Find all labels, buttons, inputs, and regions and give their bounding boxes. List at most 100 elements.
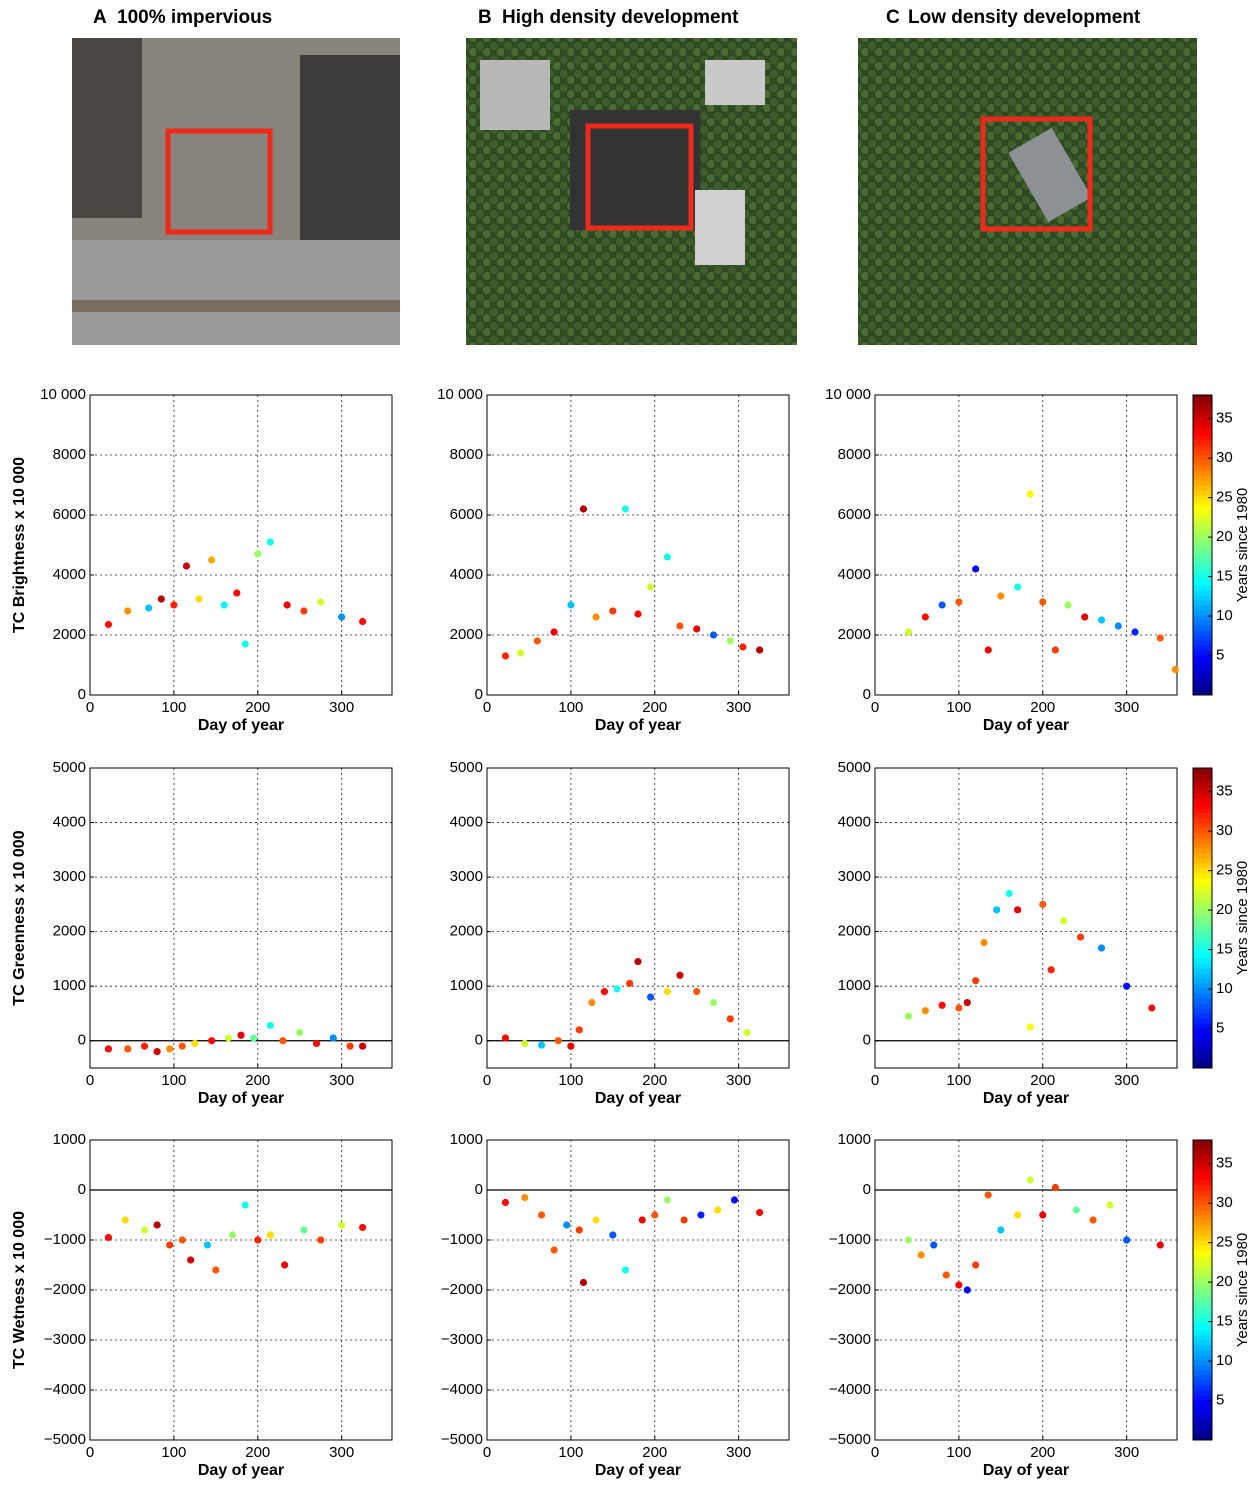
colorbar-segment bbox=[1193, 1390, 1212, 1396]
point bbox=[1039, 1211, 1047, 1219]
x-tick-label: 100 bbox=[946, 1072, 971, 1089]
colorbar-segment bbox=[1193, 490, 1212, 496]
point bbox=[550, 628, 558, 636]
colorbar-segment bbox=[1193, 580, 1212, 586]
plot-area bbox=[875, 395, 1177, 695]
point bbox=[537, 1041, 546, 1049]
y-tick-label: 4000 bbox=[53, 566, 86, 583]
y-tick-label: 5000 bbox=[838, 759, 871, 776]
point bbox=[317, 1236, 325, 1244]
colorbar-segment bbox=[1193, 620, 1212, 626]
plot-area bbox=[487, 768, 789, 1068]
colorbar-segment bbox=[1193, 600, 1212, 606]
y-tick-label: −2000 bbox=[829, 1281, 871, 1298]
point bbox=[984, 1191, 992, 1199]
point bbox=[1131, 628, 1139, 636]
point bbox=[104, 620, 113, 629]
colorbar-segment bbox=[1193, 535, 1212, 541]
x-tick-label: 0 bbox=[86, 1072, 94, 1089]
y-tick-label: −5000 bbox=[829, 1431, 871, 1448]
colorbar-tick-label: 25 bbox=[1216, 1234, 1233, 1251]
y-tick-label: 2000 bbox=[450, 626, 483, 643]
point bbox=[626, 979, 634, 988]
y-tick-label: 6000 bbox=[838, 506, 871, 523]
x-axis-label: Day of year bbox=[198, 1090, 284, 1107]
point bbox=[588, 998, 596, 1007]
point bbox=[680, 1216, 688, 1224]
colorbar-segment bbox=[1193, 908, 1212, 914]
point bbox=[955, 1004, 963, 1012]
colorbar-segment bbox=[1193, 808, 1212, 814]
point bbox=[938, 1001, 946, 1009]
y-tick-label: 0 bbox=[78, 686, 86, 703]
aerial-image bbox=[72, 38, 400, 345]
colorbar-segment bbox=[1193, 495, 1212, 501]
point bbox=[208, 1037, 216, 1045]
colorbar-tick-label: 20 bbox=[1216, 528, 1233, 545]
colorbar-segment bbox=[1193, 645, 1212, 651]
colorbar-segment bbox=[1193, 863, 1212, 869]
colorbar-segment bbox=[1193, 595, 1212, 601]
point bbox=[1114, 622, 1122, 630]
colorbar-segment bbox=[1193, 878, 1212, 884]
point bbox=[1026, 1176, 1034, 1184]
colorbar-segment bbox=[1193, 853, 1212, 859]
axes-frame bbox=[89, 767, 393, 1069]
colorbar-segment bbox=[1193, 1385, 1212, 1391]
point bbox=[921, 1007, 929, 1015]
colorbar-segment bbox=[1193, 1290, 1212, 1296]
colorbar-segment bbox=[1193, 913, 1212, 919]
axes-frame bbox=[486, 1139, 790, 1441]
colorbar-segment bbox=[1193, 510, 1212, 516]
point bbox=[195, 595, 203, 603]
colorbar-segment bbox=[1193, 655, 1212, 661]
y-axis-label: TC Wetness x 10 000 bbox=[11, 1211, 28, 1369]
colorbar-segment bbox=[1193, 1315, 1212, 1321]
colorbar-frame bbox=[1192, 767, 1213, 1069]
colorbar-segment bbox=[1193, 1023, 1212, 1029]
x-tick-label: 200 bbox=[245, 1444, 270, 1461]
colorbar-segment bbox=[1193, 430, 1212, 436]
colorbar-tick-label: 5 bbox=[1216, 646, 1224, 663]
colorbar-segment bbox=[1193, 445, 1212, 451]
y-tick-label: 2000 bbox=[838, 923, 871, 940]
colorbar-segment bbox=[1193, 1310, 1212, 1316]
point bbox=[359, 617, 367, 626]
point bbox=[646, 993, 655, 1001]
colorbar-segment bbox=[1193, 615, 1212, 621]
point bbox=[756, 646, 764, 654]
aerial-image bbox=[466, 38, 797, 345]
panel-label: B bbox=[478, 7, 492, 28]
colorbar-tick-label: 5 bbox=[1216, 1391, 1224, 1408]
x-axis-label: Day of year bbox=[983, 1462, 1069, 1479]
x-axis-label: Day of year bbox=[983, 717, 1069, 734]
point bbox=[1014, 906, 1022, 914]
colorbar-segment bbox=[1193, 998, 1212, 1004]
colorbar-segment bbox=[1193, 605, 1212, 611]
colorbar-segment bbox=[1193, 1415, 1212, 1421]
point bbox=[140, 1042, 149, 1050]
colorbar-segment bbox=[1193, 525, 1212, 531]
x-tick-label: 300 bbox=[1114, 1072, 1139, 1089]
point bbox=[1156, 1241, 1164, 1249]
point bbox=[279, 1037, 287, 1045]
colorbar-segment bbox=[1193, 903, 1212, 909]
colorbar-segment bbox=[1193, 420, 1212, 426]
colorbar-segment bbox=[1193, 650, 1212, 656]
point bbox=[166, 1045, 174, 1053]
point bbox=[104, 1233, 113, 1242]
colorbar-segment bbox=[1193, 530, 1212, 536]
point bbox=[237, 1031, 245, 1039]
x-tick-label: 0 bbox=[86, 1444, 94, 1461]
point bbox=[1047, 966, 1055, 974]
y-tick-label: −5000 bbox=[441, 1431, 483, 1448]
point bbox=[501, 1198, 510, 1207]
point bbox=[1026, 1023, 1034, 1031]
colorbar-segment bbox=[1193, 1295, 1212, 1301]
aerial-image bbox=[858, 38, 1197, 345]
y-tick-label: −3000 bbox=[441, 1331, 483, 1348]
point bbox=[609, 1231, 617, 1239]
colorbar-segment bbox=[1193, 1355, 1212, 1361]
y-tick-label: −1000 bbox=[441, 1231, 483, 1248]
point bbox=[166, 1241, 174, 1249]
